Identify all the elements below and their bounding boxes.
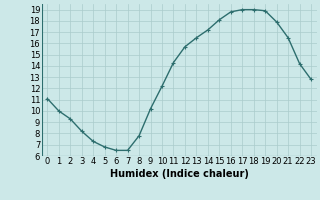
X-axis label: Humidex (Indice chaleur): Humidex (Indice chaleur) — [110, 169, 249, 179]
